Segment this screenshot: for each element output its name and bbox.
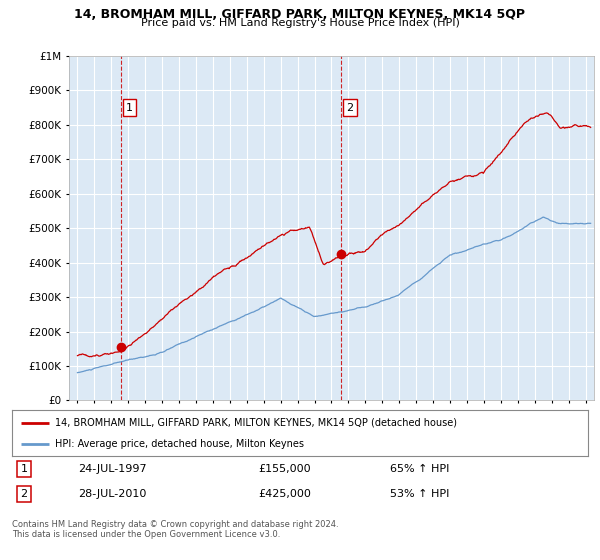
Text: 28-JUL-2010: 28-JUL-2010: [78, 489, 146, 499]
Text: £425,000: £425,000: [258, 489, 311, 499]
Text: Contains HM Land Registry data © Crown copyright and database right 2024.
This d: Contains HM Land Registry data © Crown c…: [12, 520, 338, 539]
Text: 14, BROMHAM MILL, GIFFARD PARK, MILTON KEYNES, MK14 5QP (detached house): 14, BROMHAM MILL, GIFFARD PARK, MILTON K…: [55, 418, 457, 428]
Text: 2: 2: [346, 102, 353, 113]
Text: 53% ↑ HPI: 53% ↑ HPI: [390, 489, 449, 499]
Text: Price paid vs. HM Land Registry's House Price Index (HPI): Price paid vs. HM Land Registry's House …: [140, 18, 460, 29]
Text: HPI: Average price, detached house, Milton Keynes: HPI: Average price, detached house, Milt…: [55, 439, 304, 449]
Text: 24-JUL-1997: 24-JUL-1997: [78, 464, 146, 474]
Text: 14, BROMHAM MILL, GIFFARD PARK, MILTON KEYNES, MK14 5QP: 14, BROMHAM MILL, GIFFARD PARK, MILTON K…: [74, 8, 526, 21]
Text: 1: 1: [20, 464, 28, 474]
Text: 1: 1: [126, 102, 133, 113]
Text: 2: 2: [20, 489, 28, 499]
Text: £155,000: £155,000: [258, 464, 311, 474]
Text: 65% ↑ HPI: 65% ↑ HPI: [390, 464, 449, 474]
